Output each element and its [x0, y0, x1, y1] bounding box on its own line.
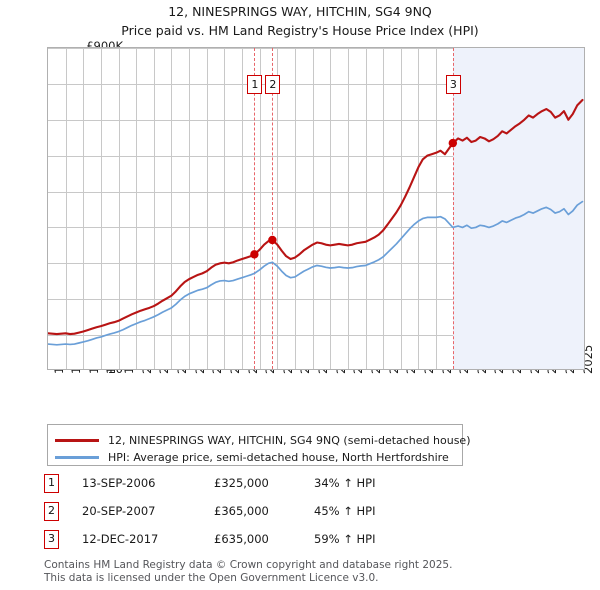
event-marker-line: [254, 48, 256, 369]
gridline-vertical: [277, 48, 279, 369]
gridline-horizontal: [48, 155, 584, 157]
gridline-horizontal: [48, 335, 584, 337]
gridline-vertical: [294, 48, 296, 369]
legend-label: HPI: Average price, semi-detached house,…: [108, 450, 449, 464]
y-axis-tick-label: £200K: [0, 290, 123, 304]
footer-copyright: Contains HM Land Registry data © Crown c…: [44, 559, 453, 571]
sale-point-3[interactable]: [448, 138, 458, 148]
y-axis-tick-label: £500K: [0, 183, 123, 197]
gridline-vertical: [259, 48, 261, 369]
event-flag-3[interactable]: 3: [445, 75, 461, 94]
gridline-vertical: [100, 48, 102, 369]
gridline-vertical: [136, 48, 138, 369]
transaction-hpi-delta: 34% ↑ HPI: [314, 476, 376, 490]
event-flag-2[interactable]: 2: [265, 75, 281, 94]
gridline-vertical: [383, 48, 385, 369]
gridline-vertical: [224, 48, 226, 369]
transaction-price: £635,000: [214, 532, 269, 546]
transaction-date: 20-SEP-2007: [82, 504, 156, 518]
y-axis-tick-label: £300K: [0, 254, 123, 268]
event-marker-line: [452, 48, 454, 369]
gridline-vertical: [153, 48, 155, 369]
gridline-horizontal: [48, 263, 584, 265]
series-line-hpi: [48, 200, 584, 346]
chart-title-block: 12, NINESPRINGS WAY, HITCHIN, SG4 9NQ Pr…: [0, 2, 600, 40]
gridline-horizontal: [48, 191, 584, 193]
transaction-price: £365,000: [214, 504, 269, 518]
y-axis-tick-label: £400K: [0, 218, 123, 232]
gridline-vertical: [418, 48, 420, 369]
event-marker-line: [272, 48, 274, 369]
y-axis-tick-label: £900K: [86, 39, 123, 53]
forecast-shaded-region: [452, 48, 584, 369]
transaction-date: 12-DEC-2017: [82, 532, 159, 546]
y-axis-tick-label: £800K: [0, 75, 123, 89]
gridline-vertical: [347, 48, 349, 369]
page-subtitle: Price paid vs. HM Land Registry's House …: [121, 23, 479, 38]
y-axis-tick-label: £700K: [0, 111, 123, 125]
legend-item-property[interactable]: 12, NINESPRINGS WAY, HITCHIN, SG4 9NQ (s…: [55, 431, 471, 449]
gridline-vertical: [330, 48, 332, 369]
footer-licence: This data is licensed under the Open Gov…: [44, 571, 379, 584]
footer: Contains HM Land Registry data © Crown c…: [44, 559, 574, 584]
y-axis-tick-label: £100K: [0, 326, 123, 340]
gridline-vertical: [436, 48, 438, 369]
sale-point-2[interactable]: [268, 235, 277, 245]
gridline-vertical: [65, 48, 67, 369]
y-axis-tick-label: £0: [0, 362, 123, 376]
transaction-index-badge: 1: [44, 474, 59, 493]
gridline-vertical: [400, 48, 402, 369]
gridline-horizontal: [48, 83, 584, 85]
gridline-vertical: [171, 48, 173, 369]
gridline-vertical: [189, 48, 191, 369]
table-row[interactable]: 1 13-SEP-2006 £325,000 34% ↑ HPI: [44, 474, 474, 496]
event-flag-1[interactable]: 1: [247, 75, 263, 94]
series-lines: [48, 98, 584, 346]
transaction-date: 13-SEP-2006: [82, 476, 156, 490]
gridline-horizontal: [48, 48, 584, 49]
legend-label: 12, NINESPRINGS WAY, HITCHIN, SG4 9NQ (s…: [108, 433, 471, 447]
gridline-horizontal: [48, 227, 584, 229]
gridline-vertical: [312, 48, 314, 369]
gridline-vertical: [83, 48, 85, 369]
y-axis-tick-label: £600K: [0, 147, 123, 161]
table-row[interactable]: 3 12-DEC-2017 £635,000 59% ↑ HPI: [44, 530, 474, 552]
gridline-vertical: [365, 48, 367, 369]
legend-swatch-icon: [55, 438, 99, 442]
gridline-vertical: [206, 48, 208, 369]
series-line-property: [48, 98, 584, 336]
page-title: 12, NINESPRINGS WAY, HITCHIN, SG4 9NQ: [168, 4, 432, 19]
gridline-vertical: [242, 48, 244, 369]
legend-swatch-icon: [55, 455, 99, 459]
gridline-horizontal: [48, 119, 584, 121]
sale-point-1[interactable]: [250, 250, 259, 259]
transaction-price: £325,000: [214, 476, 269, 490]
transaction-index-badge: 3: [44, 530, 59, 549]
gridline-horizontal: [48, 299, 584, 301]
legend-item-hpi[interactable]: HPI: Average price, semi-detached house,…: [55, 448, 449, 466]
chart-legend: 12, NINESPRINGS WAY, HITCHIN, SG4 9NQ (s…: [47, 424, 471, 466]
transaction-hpi-delta: 59% ↑ HPI: [314, 532, 376, 546]
gridline-vertical: [118, 48, 120, 369]
table-row[interactable]: 2 20-SEP-2007 £365,000 45% ↑ HPI: [44, 502, 474, 524]
transaction-hpi-delta: 45% ↑ HPI: [314, 504, 376, 518]
transaction-index-badge: 2: [44, 502, 59, 521]
